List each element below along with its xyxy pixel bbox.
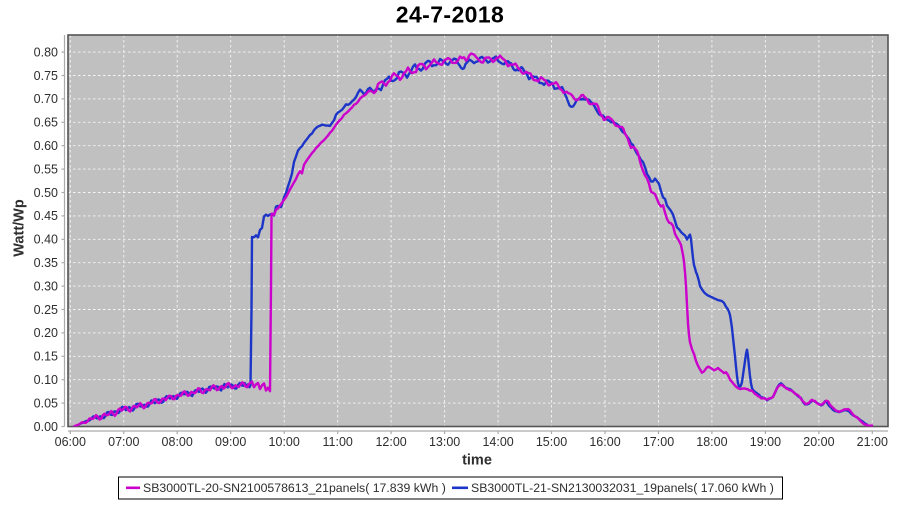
svg-text:19:00: 19:00 xyxy=(750,435,781,449)
svg-text:0.60: 0.60 xyxy=(34,139,58,153)
svg-text:10:00: 10:00 xyxy=(269,435,300,449)
svg-text:21:00: 21:00 xyxy=(857,435,888,449)
svg-text:08:00: 08:00 xyxy=(162,435,193,449)
svg-text:time: time xyxy=(462,453,492,469)
svg-text:SB3000TL-20-SN2100578613_21pan: SB3000TL-20-SN2100578613_21panels( 17.83… xyxy=(143,481,446,495)
svg-text:0.25: 0.25 xyxy=(34,303,58,317)
svg-text:0.80: 0.80 xyxy=(34,45,58,59)
svg-text:0.65: 0.65 xyxy=(34,116,58,130)
svg-text:0.10: 0.10 xyxy=(34,373,58,387)
svg-text:12:00: 12:00 xyxy=(375,435,406,449)
svg-text:0.45: 0.45 xyxy=(34,209,58,223)
svg-text:20:00: 20:00 xyxy=(803,435,834,449)
svg-text:06:00: 06:00 xyxy=(55,435,86,449)
svg-text:0.50: 0.50 xyxy=(34,186,58,200)
svg-text:13:00: 13:00 xyxy=(429,435,460,449)
svg-text:0.35: 0.35 xyxy=(34,256,58,270)
svg-text:0.30: 0.30 xyxy=(34,279,58,293)
svg-text:0.05: 0.05 xyxy=(34,396,58,410)
svg-text:17:00: 17:00 xyxy=(643,435,674,449)
svg-text:16:00: 16:00 xyxy=(589,435,620,449)
svg-text:18:00: 18:00 xyxy=(696,435,727,449)
svg-text:Watt/Wp: Watt/Wp xyxy=(12,199,28,257)
svg-text:0.20: 0.20 xyxy=(34,326,58,340)
svg-text:SB3000TL-21-SN2130032031_19pan: SB3000TL-21-SN2130032031_19panels( 17.06… xyxy=(471,481,774,495)
svg-text:0.15: 0.15 xyxy=(34,350,58,364)
svg-text:0.00: 0.00 xyxy=(34,420,58,434)
svg-text:24-7-2018: 24-7-2018 xyxy=(396,2,504,28)
svg-text:0.70: 0.70 xyxy=(34,92,58,106)
svg-text:15:00: 15:00 xyxy=(536,435,567,449)
svg-text:0.55: 0.55 xyxy=(34,162,58,176)
svg-text:14:00: 14:00 xyxy=(482,435,513,449)
svg-text:09:00: 09:00 xyxy=(215,435,246,449)
svg-text:07:00: 07:00 xyxy=(108,435,139,449)
svg-text:0.40: 0.40 xyxy=(34,233,58,247)
svg-text:0.75: 0.75 xyxy=(34,69,58,83)
svg-text:11:00: 11:00 xyxy=(323,435,353,449)
